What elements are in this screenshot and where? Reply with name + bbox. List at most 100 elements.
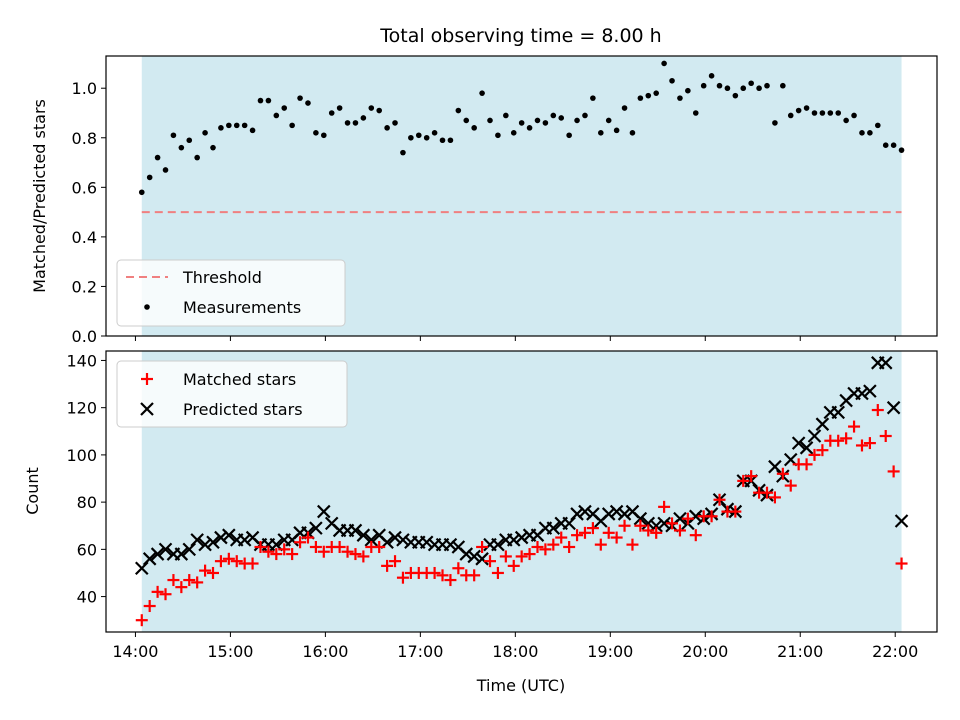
predicted-star-stroke: [601, 507, 616, 521]
y-tick-label: 120: [66, 399, 97, 418]
matched-star-point: [539, 543, 552, 556]
matched-star-point: [547, 538, 560, 551]
predicted-star-stroke: [237, 533, 252, 547]
matched-star-point: [879, 430, 892, 443]
measurement-point: [423, 134, 430, 141]
measurement-point: [384, 125, 390, 131]
y-tick-label: 40: [77, 588, 97, 607]
predicted-star-point: [467, 549, 481, 564]
measurement-point: [463, 117, 470, 124]
predicted-star-stroke: [419, 535, 434, 550]
measurement-point: [803, 105, 810, 111]
predicted-star-stroke: [356, 528, 371, 542]
matched-star-point: [855, 439, 868, 452]
predicted-star-stroke: [807, 429, 822, 443]
matched-star-point: [666, 517, 679, 530]
predicted-star-stroke: [372, 528, 386, 542]
matched-star-point: [626, 538, 639, 551]
predicted-star-stroke: [451, 540, 466, 554]
predicted-star-point: [348, 523, 363, 538]
x-tick-label: 21:00: [777, 642, 823, 661]
matched-star-point: [389, 555, 402, 568]
matched-star-point: [895, 557, 908, 570]
predicted-star-stroke: [443, 537, 458, 552]
y-tick-label: 80: [77, 493, 97, 512]
matched-star-point: [167, 574, 180, 587]
measurement-point: [724, 85, 731, 92]
predicted-star-point: [198, 537, 212, 552]
y-tick-label: 60: [77, 540, 97, 559]
matched-star-point: [207, 566, 220, 579]
count-legend: Matched stars Predicted stars: [116, 360, 348, 428]
predicted-star-stroke: [768, 459, 782, 474]
matched-star-point: [444, 574, 457, 587]
matched-star-point: [578, 526, 591, 539]
ratio-panel-frame: [105, 55, 938, 337]
matched-star-point: [705, 510, 718, 523]
measurement-point: [590, 95, 596, 101]
measurement-point: [455, 107, 462, 114]
matched-star-point: [373, 540, 386, 553]
matched-star-point: [175, 581, 188, 594]
matched-star-point: [602, 526, 615, 539]
measurement-point: [479, 90, 485, 96]
predicted-star-point: [364, 533, 379, 547]
matched-star-point: [262, 545, 275, 558]
predicted-star-point: [894, 514, 909, 528]
predicted-star-stroke: [459, 547, 474, 561]
legend-measurements-swatch: [144, 304, 150, 310]
matched-star-point: [246, 557, 259, 570]
count-x-ticks: 14:00 15:00 16:00 17:00 18:00 19:00 20:00 21:00…: [112, 632, 918, 661]
predicted-star-stroke: [396, 533, 410, 547]
matched-star-point: [594, 538, 607, 551]
measurement-point: [898, 147, 905, 153]
measurement-point: [202, 130, 208, 136]
matched-star-point: [484, 555, 497, 568]
measurement-point: [305, 100, 311, 106]
count-panel: 40 60 80 100 120 140 14:00 15:00 16:00 17:00 18:0…: [23, 350, 938, 695]
measurement-point: [186, 137, 193, 144]
measurement-point: [265, 97, 272, 104]
predicted-star-point: [506, 533, 521, 547]
matched-star-point: [887, 465, 900, 478]
measurement-point: [281, 105, 288, 111]
matched-star-point: [301, 531, 314, 544]
matched-star-point: [689, 529, 702, 542]
matched-star-point: [571, 529, 584, 542]
predicted-star-stroke: [831, 405, 846, 420]
measurement-point: [297, 95, 303, 101]
predicted-star-point: [317, 504, 331, 519]
predicted-star-point: [601, 507, 616, 521]
y-tick-label: 140: [66, 351, 97, 370]
measurement-point: [352, 120, 359, 126]
measurement-point: [241, 122, 248, 129]
matched-star-point: [871, 404, 884, 417]
matched-star-point: [776, 467, 789, 480]
x-tick-label: 19:00: [587, 642, 633, 661]
predicted-star-stroke: [245, 530, 260, 545]
matched-star-point: [832, 434, 845, 447]
predicted-star-point: [570, 507, 584, 521]
measurement-point: [368, 105, 375, 111]
predicted-star-point: [799, 441, 814, 455]
predicted-star-stroke: [570, 507, 584, 521]
measurement-point: [154, 154, 161, 161]
measurement-point: [510, 130, 517, 136]
matched-star-point: [808, 448, 821, 461]
predicted-star-stroke: [467, 549, 481, 564]
predicted-star-stroke: [546, 521, 561, 535]
measurement-point: [629, 130, 636, 136]
matched-star-point: [507, 559, 520, 572]
matched-star-point: [468, 569, 481, 582]
predicted-star-stroke: [348, 523, 363, 538]
x-axis-label: Time (UTC): [476, 676, 565, 695]
matched-star-point: [491, 566, 504, 579]
matched-star-point: [681, 512, 694, 525]
predicted-star-stroke: [855, 386, 869, 401]
measurement-point: [400, 149, 406, 156]
predicted-star-point: [878, 356, 893, 370]
predicted-star-point: [815, 417, 830, 431]
predicted-star-stroke: [863, 384, 877, 398]
measurement-point: [811, 110, 818, 116]
predicted-star-point: [546, 521, 561, 535]
